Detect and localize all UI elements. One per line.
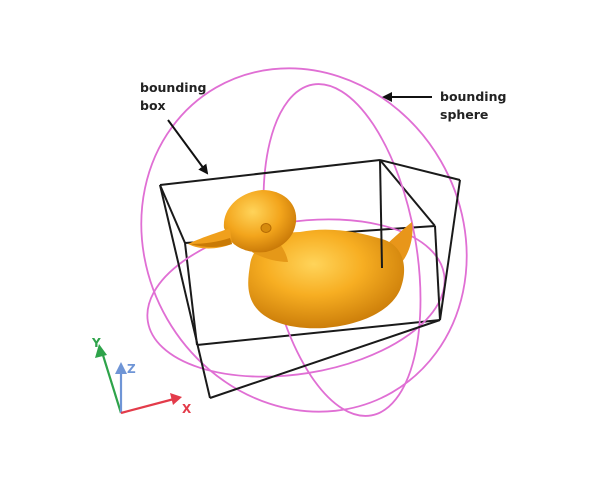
sphere-great-circle-front xyxy=(140,67,468,413)
box-edge-back-left xyxy=(184,242,198,346)
box-edge-front-bottom xyxy=(209,319,441,399)
box-edge-left-top xyxy=(159,184,186,244)
box-edge-back-bottom xyxy=(196,319,441,346)
bounding-sphere-label-line1: bounding xyxy=(440,89,506,104)
box-edge-front-top xyxy=(159,159,381,186)
bounding-box-label-line1: bounding xyxy=(140,80,206,95)
z-axis-label: Z xyxy=(127,362,136,376)
coordinate-axes-icon: Y Z X xyxy=(91,336,192,416)
bounding-sphere-label-line2: sphere xyxy=(440,107,488,122)
bounding-box-label-line2: box xyxy=(140,98,166,113)
box-edge-front-left xyxy=(159,184,211,399)
duck-body xyxy=(248,229,405,329)
duck-mesh-icon xyxy=(188,190,413,329)
box-edge-far-right xyxy=(439,179,461,321)
y-axis-line xyxy=(100,351,123,414)
duck-eye xyxy=(260,223,272,233)
duck-beak-shadow xyxy=(190,238,232,247)
duck-head xyxy=(223,190,297,253)
z-axis-arrowhead xyxy=(115,362,127,374)
box-edge-top-right xyxy=(379,159,461,181)
y-axis-arrowhead xyxy=(95,344,107,358)
x-axis-label: X xyxy=(182,402,192,416)
x-axis-line xyxy=(120,397,175,415)
box-edge-front-right-inner xyxy=(379,159,383,269)
x-axis-arrowhead xyxy=(170,393,182,405)
bounding-box-arrow xyxy=(167,119,209,175)
box-edge-right-top xyxy=(379,159,436,227)
bounding-box-front xyxy=(159,159,461,399)
annotation-arrows xyxy=(167,92,432,175)
box-edge-right-vertical xyxy=(434,225,441,321)
y-axis-label: Y xyxy=(91,336,101,350)
